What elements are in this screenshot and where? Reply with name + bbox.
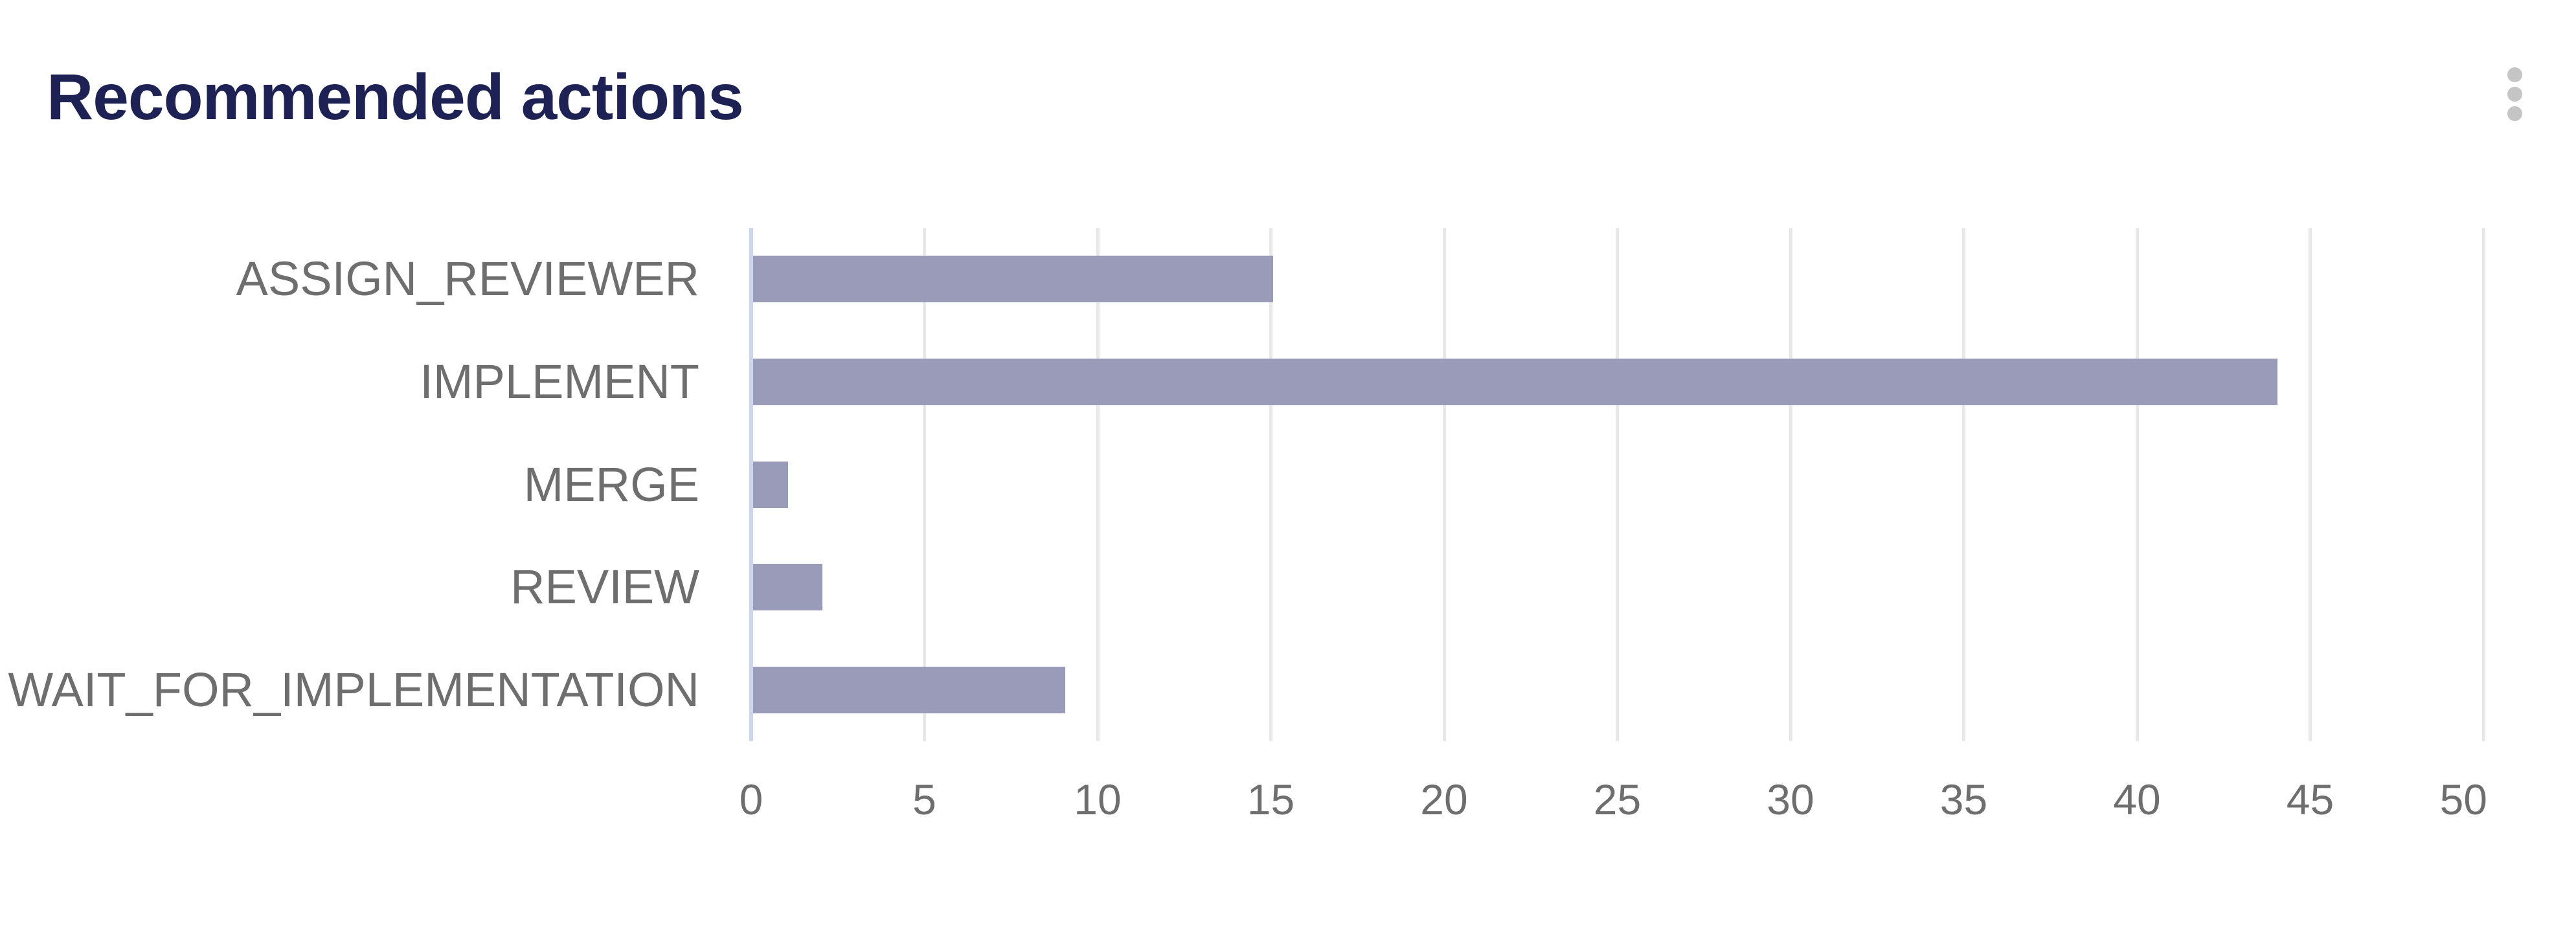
gridline-x-10 [1096,228,1100,741]
category-label-wait_for_implementation: WAIT_FOR_IMPLEMENTATION [8,662,699,717]
gridline-x-40 [2135,228,2139,741]
gridline-x-5 [923,228,926,741]
gridline-x-20 [1442,228,1446,741]
bar-wait_for_implementation[interactable] [753,666,1065,713]
gridline-x-30 [1789,228,1792,741]
bar-merge[interactable] [753,461,788,508]
category-label-assign_reviewer: ASSIGN_REVIEWER [236,252,699,306]
chart-title: Recommended actions [47,61,744,133]
x-axis-tick-15: 15 [1247,775,1295,823]
bar-review[interactable] [753,564,822,611]
category-label-merge: MERGE [523,457,699,511]
category-label-review: REVIEW [510,560,699,614]
x-axis-tick-50: 50 [2439,775,2487,823]
vertical-ellipsis-icon [2507,67,2522,121]
x-axis-tick-0: 0 [739,775,763,823]
gridline-x-50 [2481,228,2485,741]
category-label-implement: IMPLEMENT [420,354,699,408]
gridline-x-45 [2309,228,2312,741]
bar-implement[interactable] [753,358,2277,405]
x-axis-tick-35: 35 [1939,775,1988,823]
bar-assign_reviewer[interactable] [753,256,1273,303]
ellipsis-dot [2507,87,2522,102]
gridline-x-35 [1962,228,1965,741]
ellipsis-dot [2507,67,2522,82]
ellipsis-dot [2507,106,2522,121]
gridline-x-25 [1616,228,1619,741]
x-axis-tick-30: 30 [1767,775,1814,823]
more-options-button[interactable] [2498,63,2531,128]
x-axis-tick-25: 25 [1593,775,1642,823]
x-axis-tick-20: 20 [1420,775,1468,823]
x-axis-tick-40: 40 [2113,775,2161,823]
gridline-x-15 [1269,228,1272,741]
x-axis-tick-10: 10 [1074,775,1122,823]
x-axis-tick-45: 45 [2286,775,2334,823]
value-axis-zero-line [749,228,753,741]
x-axis-tick-5: 5 [912,775,936,823]
